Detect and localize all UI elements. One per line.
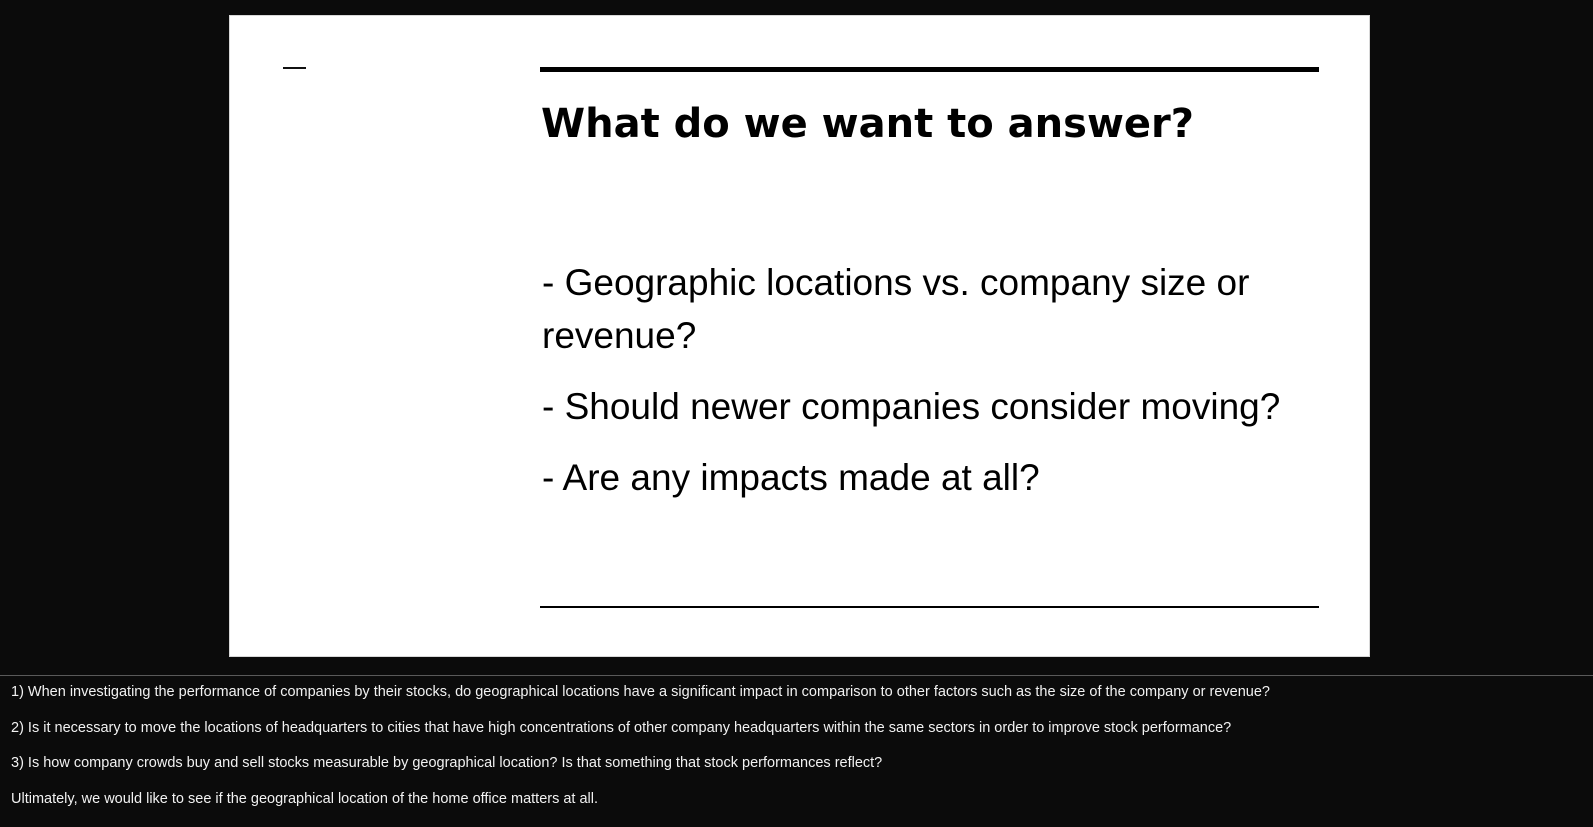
slide-bullet[interactable]: - Should newer companies consider moving… [542, 386, 1281, 427]
notes-pane-divider[interactable] [0, 675, 1593, 676]
slide-decor-dash [283, 67, 306, 69]
notes-line: Ultimately, we would like to see if the … [11, 790, 599, 807]
slide-bullet[interactable]: - Geographic locations vs. company size … [542, 262, 1250, 356]
slide-title[interactable]: What do we want to answer? [541, 101, 1194, 147]
notes-line: 3) Is how company crowds buy and sell st… [11, 755, 883, 771]
slide-title-rule [540, 67, 1319, 72]
speaker-notes-pane[interactable]: 1) When investigating the performance of… [11, 681, 1581, 823]
notes-line: 2) Is it necessary to move the locations… [11, 719, 1232, 736]
slide-canvas[interactable]: What do we want to answer? - Geographic … [229, 15, 1370, 657]
slide-bullet[interactable]: - Are any impacts made at all? [542, 457, 1040, 498]
slide-bullet-list[interactable]: - Geographic locations vs. company size … [542, 256, 1332, 522]
notes-line: 1) When investigating the performance of… [11, 684, 1270, 700]
slide-bottom-rule [540, 606, 1319, 608]
